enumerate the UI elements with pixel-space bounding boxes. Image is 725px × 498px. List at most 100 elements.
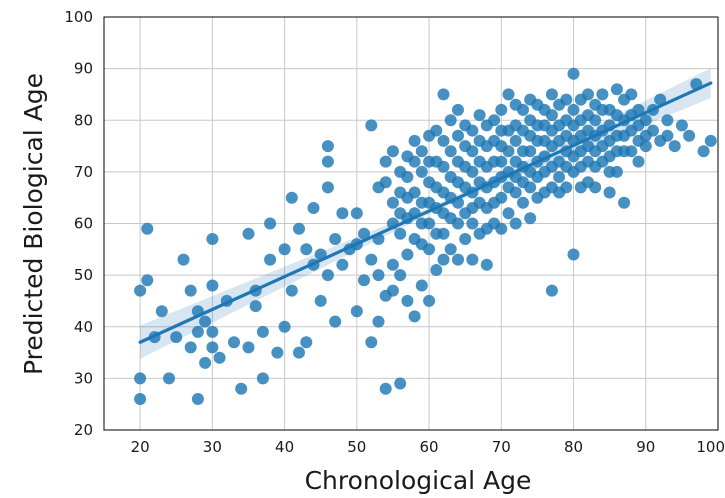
data-point <box>386 284 399 297</box>
data-point <box>444 243 457 256</box>
data-point <box>444 145 457 158</box>
data-point <box>350 305 363 318</box>
x-tick-label: 70 <box>492 438 511 456</box>
data-point <box>170 331 183 344</box>
data-point <box>589 114 602 127</box>
data-point <box>452 253 464 266</box>
data-point <box>675 119 688 132</box>
data-point <box>610 83 623 96</box>
data-point <box>661 114 674 127</box>
data-point <box>155 305 168 318</box>
data-point <box>582 88 594 101</box>
regression-line <box>138 81 713 344</box>
data-point <box>495 222 508 235</box>
data-point <box>567 67 580 80</box>
data-point <box>517 196 529 209</box>
data-point <box>495 103 508 116</box>
data-point <box>697 145 710 158</box>
data-point <box>191 325 204 338</box>
y-tick-label: 90 <box>74 60 93 78</box>
data-point <box>415 279 428 292</box>
data-point <box>141 222 154 235</box>
data-point <box>386 196 399 209</box>
data-point <box>401 171 414 183</box>
y-tick-label: 40 <box>74 318 93 336</box>
data-point <box>408 134 421 147</box>
data-point <box>545 284 558 297</box>
data-point <box>430 264 443 276</box>
data-point <box>300 243 313 256</box>
data-point <box>437 253 450 266</box>
data-point <box>228 336 240 349</box>
data-point <box>191 393 204 405</box>
x-tick-label: 90 <box>636 438 655 456</box>
data-point <box>249 284 262 297</box>
data-point <box>271 346 284 359</box>
y-tick-label: 100 <box>64 8 93 26</box>
data-point <box>452 217 464 230</box>
data-point <box>213 351 226 364</box>
data-point <box>567 248 580 261</box>
data-point <box>683 129 696 142</box>
data-point <box>538 150 551 163</box>
x-tick-label: 40 <box>275 438 294 456</box>
x-tick-labels: 20 30 40 50 60 70 80 90 100 <box>131 438 725 456</box>
data-point <box>329 315 342 328</box>
data-point <box>264 217 277 230</box>
regression-fit <box>138 68 713 359</box>
data-point <box>415 145 428 158</box>
data-point <box>430 124 443 137</box>
data-point <box>480 258 493 271</box>
data-point <box>524 145 537 158</box>
grid-lines <box>104 16 719 431</box>
data-point <box>300 336 313 349</box>
data-point <box>314 248 327 261</box>
x-tick-label: 100 <box>696 438 725 456</box>
data-point <box>191 305 204 318</box>
data-point <box>704 134 717 147</box>
data-point <box>314 294 327 307</box>
data-point <box>285 191 298 204</box>
data-point <box>307 202 320 214</box>
x-tick-label: 20 <box>131 438 150 456</box>
data-point <box>423 217 436 230</box>
data-point <box>372 233 385 245</box>
data-point <box>560 181 573 194</box>
data-point <box>184 284 197 297</box>
data-point <box>444 114 457 127</box>
data-point <box>618 196 631 209</box>
data-point <box>509 134 522 147</box>
data-point <box>415 165 428 178</box>
data-point <box>545 109 558 122</box>
data-point <box>293 346 305 359</box>
data-point <box>372 269 385 282</box>
data-point <box>690 78 703 91</box>
data-point <box>350 207 363 220</box>
data-point <box>661 129 674 142</box>
data-point <box>141 274 154 287</box>
data-point <box>668 140 681 153</box>
data-point <box>386 217 399 230</box>
data-point <box>307 258 320 271</box>
data-point <box>437 160 450 173</box>
data-point <box>163 372 175 385</box>
data-point <box>647 124 659 137</box>
data-point <box>632 155 645 168</box>
data-point <box>235 382 248 395</box>
data-point <box>199 356 212 369</box>
data-point <box>517 103 529 116</box>
data-point <box>278 320 291 333</box>
y-tick-label: 60 <box>74 215 93 233</box>
data-point <box>452 129 464 142</box>
data-point <box>632 103 645 116</box>
data-point <box>336 258 349 271</box>
data-point <box>553 171 566 183</box>
data-point <box>466 124 479 137</box>
data-point <box>336 207 349 220</box>
data-point <box>379 382 392 395</box>
y-tick-labels: 20 30 40 50 60 70 80 90 100 <box>64 8 93 439</box>
data-point <box>285 284 298 297</box>
data-point <box>502 145 515 158</box>
data-point <box>386 145 399 158</box>
